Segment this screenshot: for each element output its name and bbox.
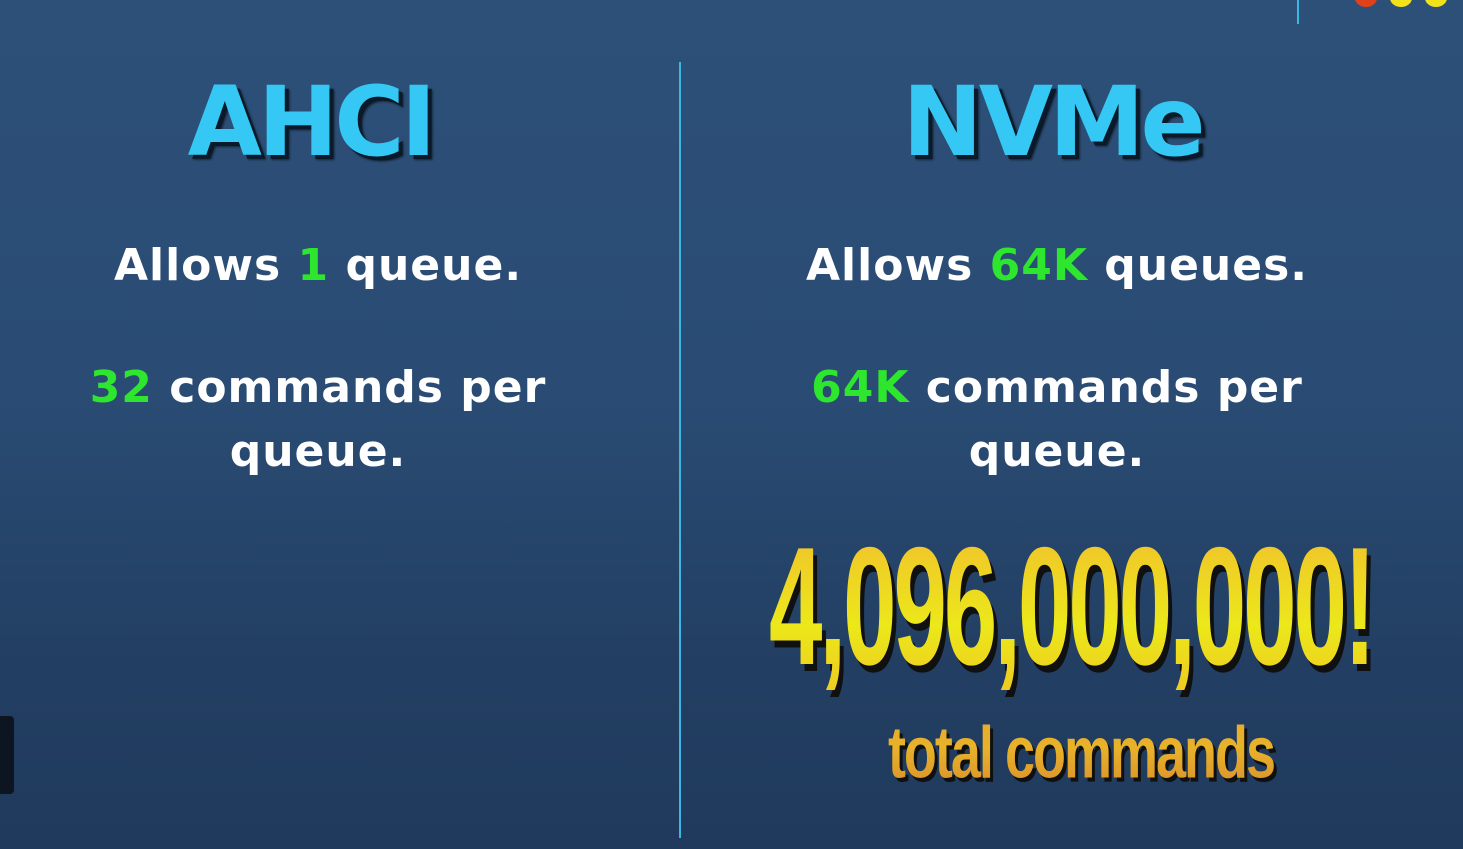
nvme-queues-line: Allows 64K queues. xyxy=(651,234,1463,298)
side-tab[interactable] xyxy=(0,716,14,794)
ahci-queues-value: 1 xyxy=(297,240,330,291)
ahci-column: AHCI Allows 1 queue. 32 commands per que… xyxy=(0,0,680,849)
ahci-commands-value: 32 xyxy=(89,362,153,413)
nvme-commands-suffix: commands per xyxy=(909,362,1303,413)
nvme-column: NVMe Allows 64K queues. 64K commands per… xyxy=(681,0,1463,849)
ahci-title: AHCI xyxy=(187,66,437,178)
total-commands-label: total commands xyxy=(836,692,1326,814)
ahci-commands-suffix: commands per xyxy=(152,362,547,413)
corner-divider xyxy=(1297,0,1299,24)
nvme-queues-prefix: Allows xyxy=(806,240,990,291)
ahci-commands-line: 32 commands per xyxy=(0,356,680,420)
nvme-commands-value: 64K xyxy=(811,362,910,413)
total-commands-number: 4,096,000,000! xyxy=(716,433,1426,783)
ahci-queues-prefix: Allows xyxy=(113,240,298,291)
nvme-commands-line: 64K commands per xyxy=(651,356,1463,420)
nvme-title: NVMe xyxy=(902,66,1205,178)
nvme-commands-line-2: queue. xyxy=(651,420,1463,484)
nvme-queues-value: 64K xyxy=(989,240,1088,291)
yellow-dot-icon xyxy=(1390,0,1412,7)
nvme-queues-suffix: queues. xyxy=(1087,240,1308,291)
ahci-queues-line: Allows 1 queue. xyxy=(0,234,680,298)
yellow-dot-icon-2 xyxy=(1425,0,1447,7)
ahci-queues-suffix: queue. xyxy=(329,240,523,291)
ahci-commands-line-2: queue. xyxy=(229,426,407,477)
column-divider xyxy=(679,62,681,838)
red-dot-icon xyxy=(1355,0,1377,7)
